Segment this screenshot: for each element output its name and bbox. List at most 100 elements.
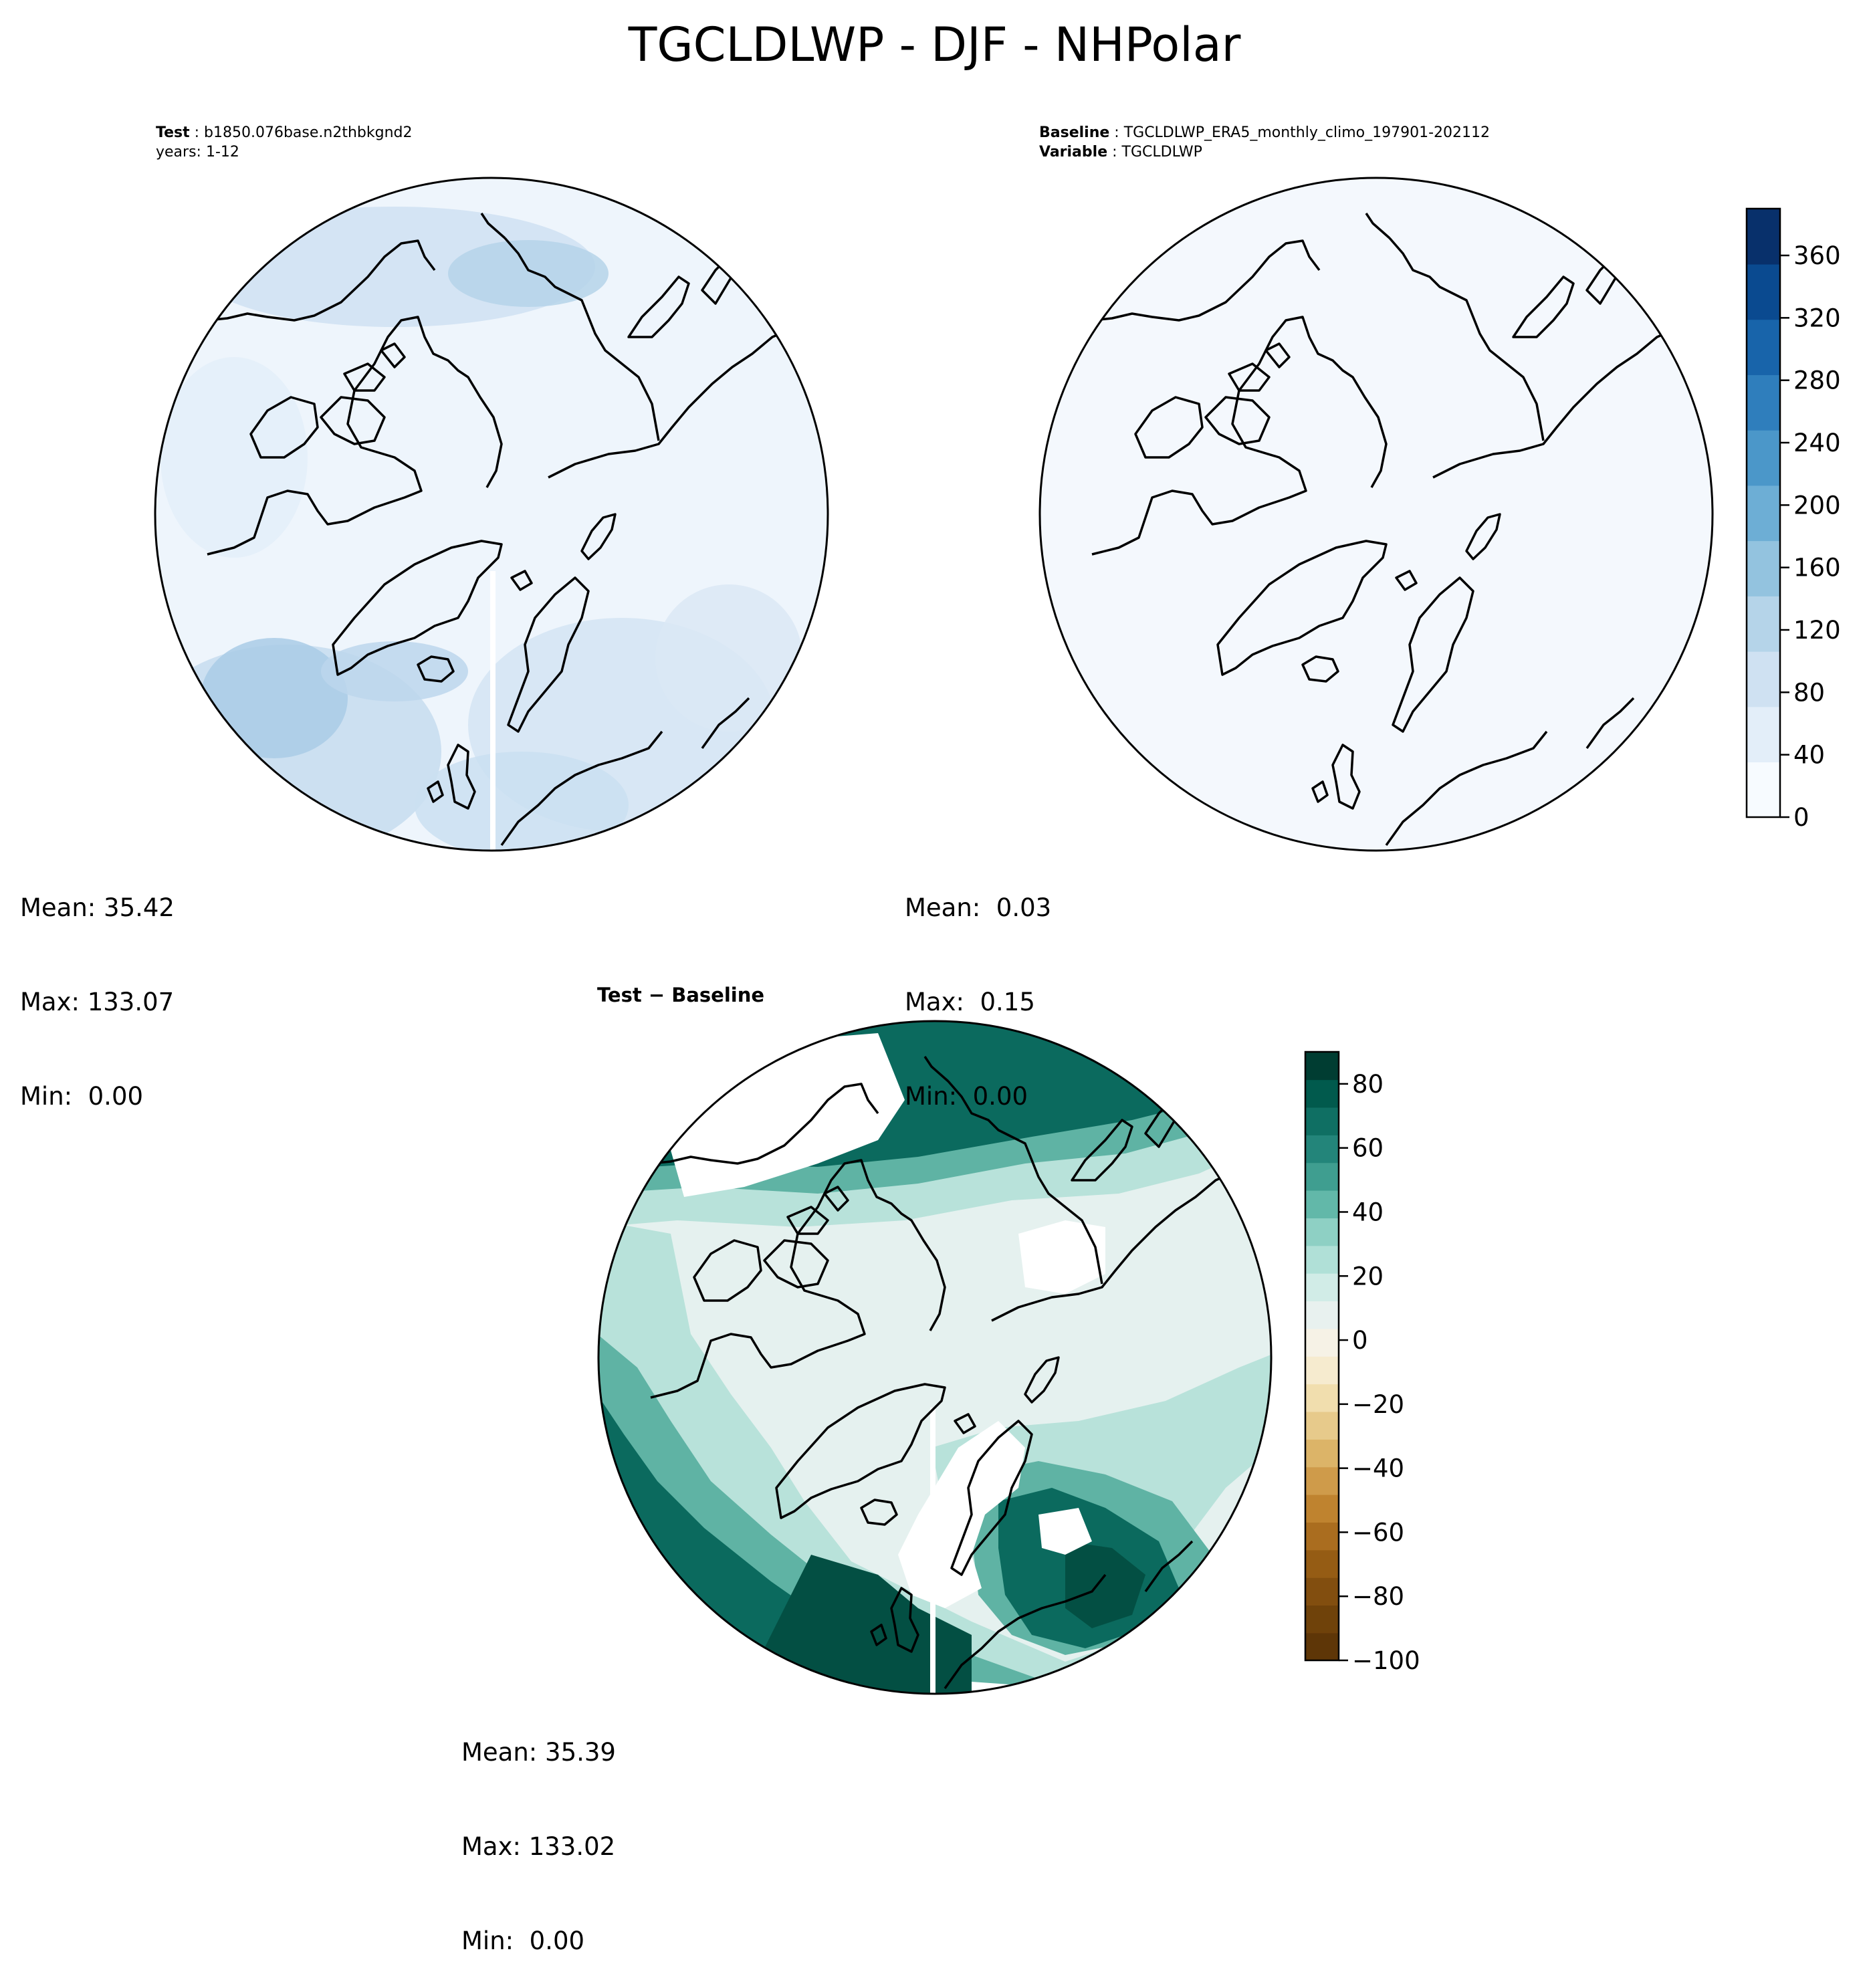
coastline-archipelago [763,1186,849,1289]
difference-colorbar-tick-label: 80 [1352,1070,1384,1099]
coastline-iceland [417,655,455,683]
test-mean: Mean: 35.42 [20,893,175,922]
diff-mean: Mean: 35.39 [461,1738,616,1767]
difference-colorbar-band [1305,1328,1339,1357]
coastline-archipelago [320,342,406,445]
values-colorbar-band [1747,429,1780,486]
coastline-europe-south [944,1540,1194,1690]
difference-colorbar-band [1305,1356,1339,1385]
difference-colorbar-tick-label: 60 [1352,1134,1384,1163]
baseline-stats: Mean: 0.03 Max: 0.15 Min: 0.00 [905,829,1051,1143]
coastline-canada [207,316,503,556]
coastline-scandinavia [950,1420,1033,1576]
diff-min: Min: 0.00 [461,1926,585,1955]
coastline-greenland [332,540,503,676]
baseline-label-key: Baseline [1039,124,1110,141]
baseline-mean: Mean: 0.03 [905,893,1052,922]
coastline-scandinavia [1392,576,1474,733]
difference-colorbar-tick-label: 0 [1352,1326,1368,1355]
test-max: Max: 133.07 [20,988,175,1016]
baseline-min: Min: 0.00 [905,1082,1028,1111]
baseline-label-sep: : [1109,124,1124,141]
test-min: Min: 0.00 [20,1082,144,1111]
coastline-svalbard [954,1413,976,1434]
difference-colorbar-band [1305,1245,1339,1274]
coastline-novaya [580,513,617,560]
values-colorbar-tick-label: 320 [1793,304,1841,332]
difference-colorbar-band [1305,1218,1339,1246]
coastline-svalbard [510,570,533,591]
difference-colorbar-band [1305,1135,1339,1164]
coastline-kamchatka [1512,275,1575,338]
coastline-eurasia [923,1056,1240,1322]
coastline-europe-south [1385,697,1635,847]
difference-colorbar-band [1305,1632,1339,1661]
values-colorbar-tick-label: 200 [1793,491,1841,520]
difference-colorbar-tick-label: −80 [1352,1582,1404,1611]
baseline-polar-map [1038,177,1714,852]
coastline-eurasia [1365,213,1681,479]
diff-max: Max: 133.02 [461,1832,616,1861]
coastline-britain [1311,744,1361,810]
baseline-case-name: TGCLDLWP_ERA5_monthly_climo_197901-20211… [1123,124,1490,141]
difference-colorbar-band [1305,1411,1339,1440]
difference-colorbar-band [1305,1384,1339,1412]
baseline-variable-key: Variable [1039,144,1108,160]
test-label-key: Test [156,124,190,141]
coastline-alaska [207,239,436,322]
values-colorbar-band [1747,209,1780,265]
difference-colorbar-tick-label: 20 [1352,1262,1384,1291]
difference-colorbar-band [1305,1190,1339,1218]
coastline-iceland [1301,655,1339,683]
values-colorbar-band [1747,485,1780,542]
coastline-alaska [1091,239,1321,322]
values-colorbar-band [1747,596,1780,652]
difference-colorbar-tick-label: −40 [1352,1454,1404,1483]
values-colorbar-band [1747,263,1780,320]
values-colorbar-tick-label: 360 [1793,241,1841,270]
test-stats: Mean: 35.42 Max: 133.07 Min: 0.00 [20,829,175,1143]
coastline-hudson-bay [249,396,319,459]
test-panel-label: Test : b1850.076base.n2thbkgnd2 years: 1… [156,123,413,162]
values-colorbar-band [1747,374,1780,431]
coastline-novaya [1465,513,1501,560]
values-colorbar-band [1747,540,1780,596]
difference-panel-title: Test − Baseline [597,984,765,1006]
baseline-variable-name: TGCLDLWP [1121,144,1202,160]
values-colorbar-tick-label: 120 [1793,616,1841,645]
difference-colorbar-band [1305,1549,1339,1578]
coastline-greenland [1216,540,1388,676]
test-case-name: b1850.076base.n2thbkgnd2 [204,124,413,141]
coastline-kamchatka [627,275,690,338]
coastline-novaya [1024,1356,1060,1404]
difference-colorbar-band [1305,1107,1339,1135]
coastline-iceland [860,1499,898,1526]
values-colorbar-tick-label: 240 [1793,429,1841,457]
coastline-scandinavia [507,576,590,733]
values-colorbar-tick-label: 280 [1793,366,1841,395]
difference-colorbar-tick-label: 40 [1352,1198,1384,1226]
baseline-variable-sep: : [1107,144,1122,160]
values-colorbar-tick-label: 0 [1793,803,1809,832]
difference-colorbar-band [1305,1577,1339,1606]
coastline-canada [650,1159,946,1399]
values-colorbar: 0 40 80 120 160 200 240 280 320 360 [1745,207,1841,832]
difference-stats: Mean: 35.39 Max: 133.02 Min: 0.00 [461,1674,616,1988]
test-polar-map [154,177,829,852]
values-colorbar-band [1747,706,1780,763]
coastline-europe-south [500,697,750,847]
coastline-hudson-bay [693,1239,762,1302]
difference-colorbar-band [1305,1052,1339,1081]
difference-colorbar-band [1305,1439,1339,1468]
baseline-panel-label: Baseline : TGCLDLWP_ERA5_monthly_climo_1… [1039,123,1490,162]
difference-colorbar-band [1305,1605,1339,1634]
difference-colorbar-band [1305,1162,1339,1191]
difference-colorbar-tick-label: −20 [1352,1390,1404,1419]
difference-colorbar-band [1305,1301,1339,1329]
test-years: years: 1-12 [156,144,239,160]
difference-colorbar-tick-label: −60 [1352,1518,1404,1547]
difference-colorbar-band [1305,1273,1339,1302]
difference-colorbar: −100 −80 −60 −40 −20 0 20 40 60 80 [1304,1051,1420,1675]
coastline-alaska [650,1083,879,1165]
difference-colorbar-band [1305,1522,1339,1551]
